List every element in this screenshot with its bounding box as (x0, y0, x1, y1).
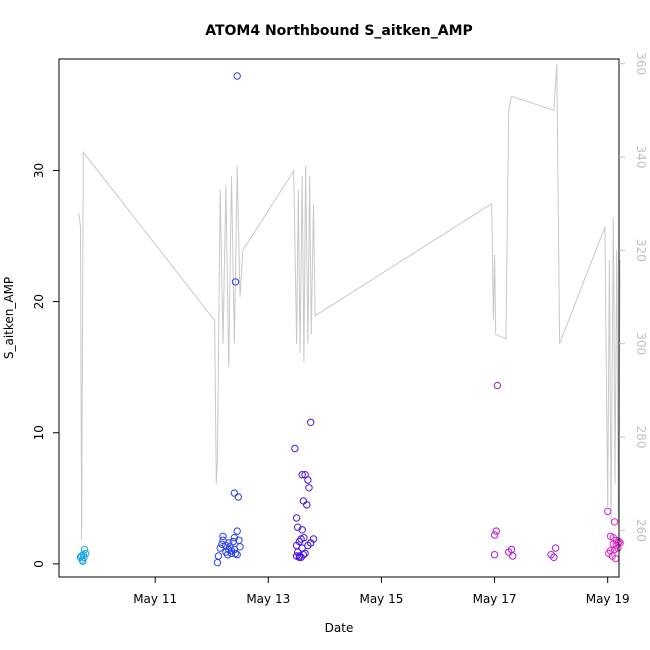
right-y-tick-label: 300 (634, 332, 648, 355)
scatter-point (604, 507, 612, 516)
scatter-point (304, 476, 312, 484)
scatter-point (80, 553, 88, 561)
scatter-point (213, 558, 222, 567)
scatter-point (214, 552, 223, 560)
scatter-point (231, 549, 240, 558)
scatter-point (303, 501, 311, 509)
scatter-point (305, 484, 313, 492)
right-y-tick-label: 340 (634, 146, 648, 169)
right-y-axis: 260 280 300 320 340 360 (619, 52, 648, 542)
scatter-point (229, 537, 237, 546)
scatter-point (610, 545, 619, 554)
scatter-point (298, 526, 306, 534)
scatter-point (614, 544, 622, 552)
scatter-point (307, 418, 315, 426)
x-tick-label: May 13 (246, 592, 290, 606)
chart-title: ATOM4 Northbound S_aitken_AMP (205, 23, 473, 39)
scatter-point (233, 72, 241, 80)
scatter-point (292, 541, 301, 550)
scatter-point (230, 489, 239, 497)
scatter-point (234, 493, 243, 501)
scatter-point (233, 527, 241, 535)
plot-frame (58, 58, 620, 578)
scatter-point (297, 553, 305, 561)
scatter-point (610, 518, 619, 526)
y-tick-label: 20 (32, 294, 46, 309)
x-tick-label: May 15 (359, 592, 403, 606)
x-tick-label: May 19 (586, 592, 630, 606)
y-axis: 0 10 20 30 (32, 163, 59, 568)
points-layer (76, 72, 624, 567)
scatter-point (509, 552, 517, 560)
scatter-point (216, 544, 224, 552)
y-axis-label: S_aitken_AMP (2, 277, 16, 359)
scatter-point (300, 534, 308, 542)
scatter-point (80, 545, 89, 554)
scatter-point (490, 551, 499, 559)
scatter-point (231, 278, 240, 286)
line-series (78, 63, 621, 540)
scatter-point (81, 549, 90, 558)
scatter-point (292, 514, 301, 522)
scatter-point (219, 536, 227, 544)
x-axis-label: Date (325, 621, 354, 635)
scatter-point (219, 532, 227, 540)
y-tick-label: 30 (32, 163, 46, 178)
scatter-point (551, 544, 560, 552)
scatter-point (222, 548, 230, 556)
scatter-point (218, 540, 226, 548)
y-tick-label: 0 (32, 560, 46, 568)
scatter-point (299, 497, 308, 505)
scatter-point (295, 552, 304, 560)
scatter-point (291, 444, 299, 453)
right-y-tick-label: 280 (634, 426, 648, 449)
scatter-point (493, 381, 502, 390)
scatter-point (299, 551, 308, 559)
line-series-layer (78, 63, 621, 540)
x-tick-label: May 11 (133, 592, 177, 606)
scatter-point (490, 531, 499, 539)
scatter-point (492, 527, 500, 535)
x-axis: May 11 May 13 May 15 May 17 May 19 (133, 577, 630, 606)
scatter-point (233, 551, 241, 559)
scatter-point (505, 548, 513, 556)
x-tick-label: May 17 (473, 592, 517, 606)
scatter-point (309, 535, 318, 543)
right-y-tick-label: 320 (634, 239, 648, 262)
scatter-point (298, 471, 306, 479)
scatter-point (550, 553, 558, 561)
right-y-tick-label: 260 (634, 519, 648, 542)
right-y-tick-label: 360 (634, 52, 648, 75)
y-tick-label: 10 (32, 425, 46, 440)
scatter-point (236, 543, 244, 551)
